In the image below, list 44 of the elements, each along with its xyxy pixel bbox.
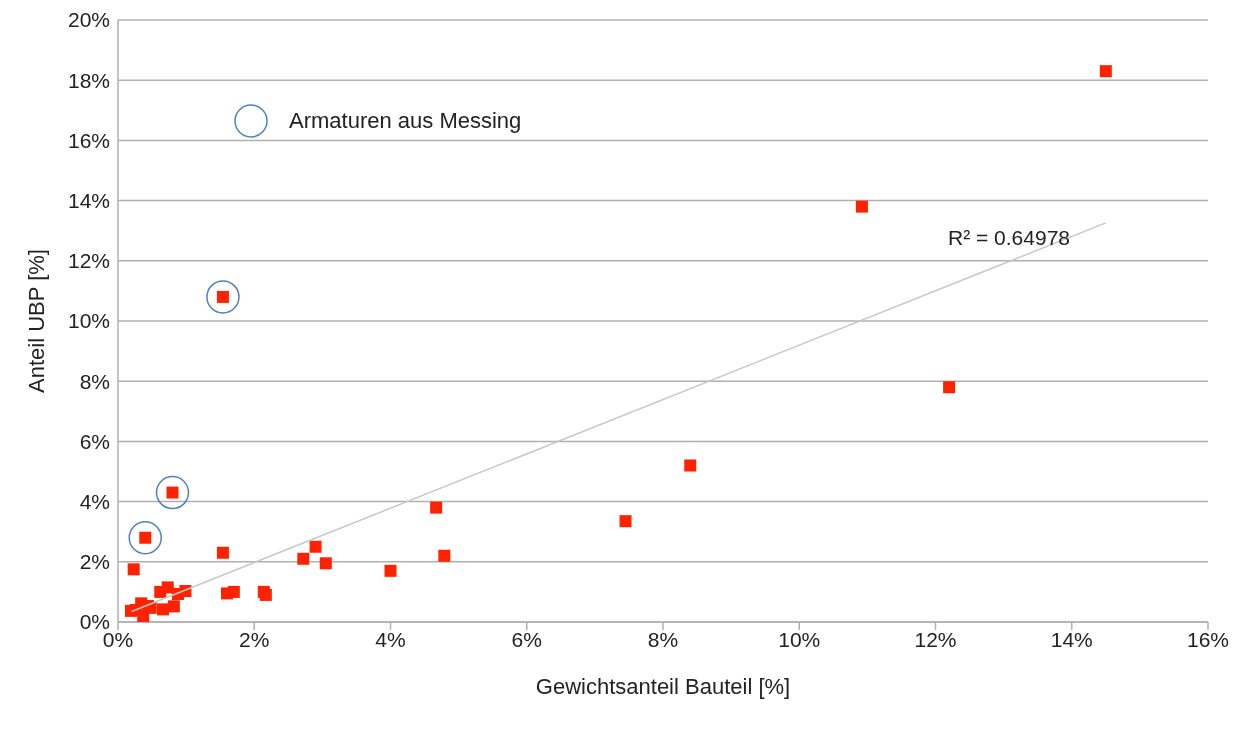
y-tick-label: 2% [79, 550, 110, 574]
x-tick-label: 8% [647, 627, 679, 651]
point [297, 552, 310, 565]
y-tick-label: 16% [67, 128, 110, 152]
point [154, 585, 167, 598]
x-tick-label: 14% [1050, 627, 1093, 651]
x-tick-label: 10% [778, 627, 821, 651]
x-tick-label: 16% [1186, 627, 1230, 651]
point [319, 557, 332, 570]
y-tick-label: 14% [67, 189, 110, 213]
x-axis-title: Gewichtsanteil Bauteil [%] [535, 674, 791, 699]
point [128, 520, 162, 555]
point [438, 549, 451, 562]
y-tick-label: 6% [79, 429, 110, 453]
point [430, 501, 443, 514]
y-tick-label: 4% [79, 490, 110, 514]
y-tick-label: 20% [67, 8, 110, 32]
point [855, 200, 868, 213]
point [137, 609, 150, 622]
y-tick-label: 10% [67, 309, 110, 333]
y-tick-label: 8% [79, 369, 110, 393]
annotation: R² = 0.64978 [948, 226, 1071, 250]
y-tick-label: 12% [67, 249, 110, 273]
y-tick-label: 0% [79, 610, 110, 634]
point [155, 475, 190, 510]
point [619, 515, 632, 528]
point [384, 564, 397, 577]
point [156, 603, 169, 616]
x-tick-label: 12% [914, 627, 957, 651]
point [684, 459, 697, 472]
y-axis-title: Anteil UBP [%] [23, 249, 49, 393]
point [206, 280, 240, 314]
point [216, 546, 229, 559]
point [221, 587, 233, 600]
x-tick-label: 2% [239, 627, 270, 651]
x-tick-label: 6% [511, 627, 542, 651]
point [943, 381, 956, 394]
x-tick-label: 4% [375, 627, 406, 651]
y-tick-label: 18% [67, 68, 110, 92]
point [1099, 65, 1112, 78]
point [127, 563, 140, 576]
point [309, 540, 322, 553]
legend-label: Armaturen aus Messing [289, 108, 522, 134]
point [167, 600, 180, 613]
